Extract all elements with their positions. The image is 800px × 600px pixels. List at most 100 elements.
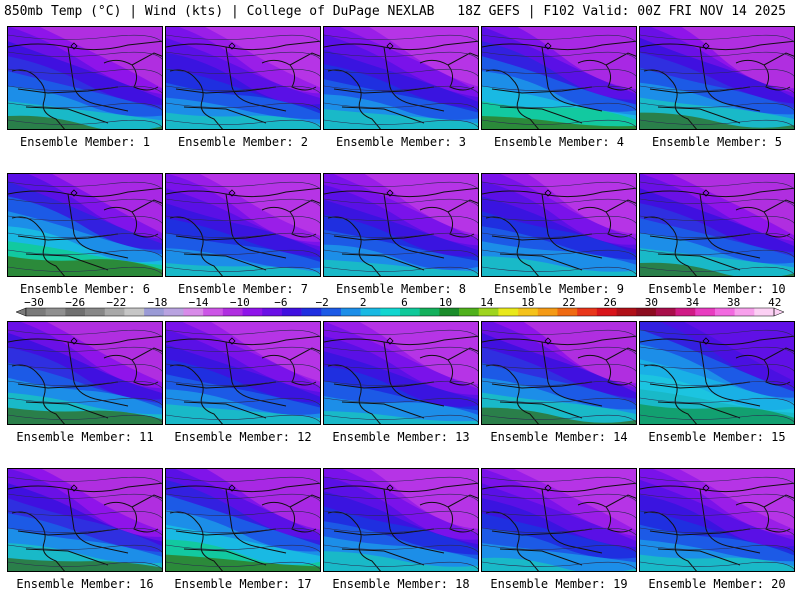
color-swatch: [360, 308, 381, 316]
temperature-field: [324, 322, 478, 424]
member-caption: Ensemble Member: 7: [177, 282, 309, 296]
color-swatch: [498, 308, 519, 316]
color-swatch: [45, 308, 66, 316]
color-swatch: [518, 308, 539, 316]
member-caption: Ensemble Member: 1: [19, 135, 151, 149]
color-swatch: [439, 308, 460, 316]
member-map: [7, 321, 163, 425]
member-map: [639, 173, 795, 277]
member-caption: Ensemble Member: 13: [332, 430, 470, 444]
color-swatch: [655, 308, 676, 316]
temperature-field: [8, 27, 162, 129]
member-caption: Ensemble Member: 10: [648, 282, 786, 296]
scale-label: 34: [686, 296, 700, 309]
color-swatch: [419, 308, 440, 316]
temperature-field: [640, 27, 794, 129]
color-swatch: [124, 308, 145, 316]
temperature-field: [166, 322, 320, 424]
color-swatch: [400, 308, 420, 316]
temperature-field: [324, 27, 478, 129]
member-map: [323, 173, 479, 277]
temperature-field: [8, 174, 162, 276]
scale-label: −18: [148, 296, 168, 309]
color-scale-legend: −30 −26 −22 −18 −14 −10 −6 −2 2 6 10 14 18 22 26 30 34 38…: [15, 296, 785, 317]
color-swatch: [104, 308, 125, 316]
color-swatch: [301, 308, 322, 316]
color-swatch: [695, 308, 716, 316]
color-swatch: [616, 308, 637, 316]
temperature-field: [482, 469, 636, 571]
member-map: [639, 321, 795, 425]
color-swatch: [675, 308, 696, 316]
member-caption: Ensemble Member: 3: [335, 135, 467, 149]
scale-label: −14: [189, 296, 209, 309]
scale-label: −6: [274, 296, 287, 309]
member-caption: Ensemble Member: 16: [16, 577, 154, 591]
scale-label: −10: [230, 296, 250, 309]
member-caption: Ensemble Member: 18: [332, 577, 470, 591]
member-map: [165, 26, 321, 130]
member-map: [323, 321, 479, 425]
member-map: [7, 26, 163, 130]
member-map: [165, 173, 321, 277]
member-caption: Ensemble Member: 8: [335, 282, 467, 296]
temperature-field: [166, 469, 320, 571]
color-swatch: [144, 308, 165, 316]
scale-label: −22: [106, 296, 126, 309]
temperature-field: [640, 174, 794, 276]
run-info: 18Z GEFS | F102 Valid: 00Z FRI NOV 14 20…: [457, 4, 786, 19]
member-caption: Ensemble Member: 9: [493, 282, 625, 296]
color-swatch: [163, 308, 184, 316]
member-map: [481, 173, 637, 277]
scale-label: 38: [727, 296, 740, 309]
member-map: [7, 468, 163, 572]
scale-label: −30: [24, 296, 44, 309]
scale-label: −2: [315, 296, 328, 309]
color-swatch: [65, 308, 86, 316]
member-map: [165, 321, 321, 425]
member-map: [7, 173, 163, 277]
member-caption: Ensemble Member: 20: [648, 577, 786, 591]
member-map: [481, 26, 637, 130]
temperature-field: [166, 27, 320, 129]
color-swatch: [557, 308, 578, 316]
temperature-field: [482, 27, 636, 129]
member-caption: Ensemble Member: 15: [648, 430, 786, 444]
temperature-field: [324, 174, 478, 276]
temperature-field: [640, 469, 794, 571]
member-map: [639, 26, 795, 130]
scale-label: 10: [439, 296, 452, 309]
member-caption: Ensemble Member: 17: [174, 577, 312, 591]
temperature-field: [8, 469, 162, 571]
scale-label: 30: [645, 296, 658, 309]
member-caption: Ensemble Member: 12: [174, 430, 312, 444]
member-caption: Ensemble Member: 11: [16, 430, 154, 444]
member-caption: Ensemble Member: 5: [651, 135, 783, 149]
temperature-field: [8, 322, 162, 424]
color-swatch: [340, 308, 361, 316]
scale-label: 26: [604, 296, 617, 309]
member-map: [323, 468, 479, 572]
color-swatch: [262, 308, 283, 316]
color-swatch: [754, 308, 775, 316]
member-caption: Ensemble Member: 4: [493, 135, 625, 149]
color-swatch: [281, 308, 302, 316]
member-caption: Ensemble Member: 2: [177, 135, 309, 149]
temperature-field: [324, 469, 478, 571]
color-swatch: [537, 308, 558, 316]
color-swatch: [222, 308, 243, 316]
color-swatch: [577, 308, 598, 316]
color-swatch: [596, 308, 617, 316]
color-swatch: [734, 308, 755, 316]
color-swatch: [380, 308, 401, 316]
member-map: [323, 26, 479, 130]
color-swatch: [321, 308, 342, 316]
temperature-field: [482, 322, 636, 424]
color-swatch: [183, 308, 204, 316]
member-map: [639, 468, 795, 572]
scale-label: 2: [360, 296, 367, 309]
member-caption: Ensemble Member: 14: [490, 430, 628, 444]
color-swatch: [26, 308, 46, 316]
color-swatch: [459, 308, 480, 316]
color-swatch: [636, 308, 657, 316]
